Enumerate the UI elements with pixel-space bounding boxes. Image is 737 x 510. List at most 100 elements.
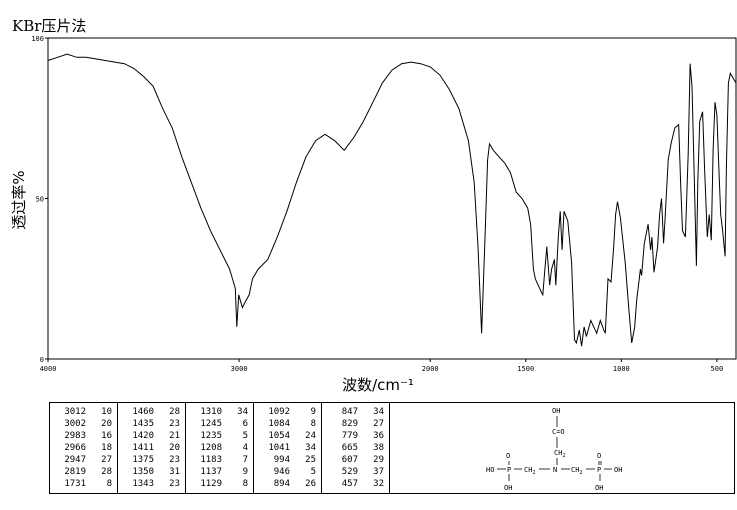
peak-wavenumber: 1235: [200, 431, 222, 441]
struct-o-left: O: [506, 452, 510, 460]
peak-wavenumber: 894: [273, 479, 290, 489]
peak-transmittance: 9: [310, 407, 316, 417]
struct-carbonyl: C=O: [552, 428, 565, 436]
peak-transmittance: 24: [305, 431, 316, 441]
y-tick-label: 100: [31, 35, 44, 43]
peak-transmittance: 6: [242, 419, 248, 429]
peak-transmittance: 31: [169, 467, 180, 477]
series-line: [47, 53, 737, 347]
struct-oh-right-bottom: OH: [595, 484, 603, 492]
peak-wavenumber: 1092: [268, 407, 290, 417]
peak-wavenumber: 607: [341, 455, 358, 465]
struct-o-right: O: [597, 452, 601, 460]
peak-transmittance: 9: [242, 467, 248, 477]
x-axis-ticks: 4000 3000 2000 1500 1000 500: [40, 359, 724, 373]
struct-ch2-right: CH2: [571, 466, 582, 476]
struct-ho-left: HO: [486, 466, 494, 474]
peak-transmittance: 21: [169, 431, 180, 441]
peak-table-column: 1310 34 1245 6 1235 5 1208 4 1183 7 1137 9 1129 8: [186, 403, 254, 493]
peak-transmittance: 34: [237, 407, 248, 417]
peak-transmittance: 5: [242, 431, 248, 441]
peak-transmittance: 16: [101, 431, 112, 441]
struct-oh-left-bottom: OH: [504, 484, 512, 492]
structure-svg: OH C=O CH2 N HO P O OH CH2 CH2: [486, 407, 622, 492]
plot-frame: [47, 37, 737, 360]
peak-table-column: 3012 10 3002 20 2983 16 2966 18 2947 27 2819 28 1731…: [50, 403, 118, 493]
struct-ch2-left: CH2: [524, 466, 535, 476]
x-tick-label: 500: [711, 365, 724, 373]
peak-transmittance: 34: [305, 443, 316, 453]
peak-wavenumber: 1435: [132, 419, 154, 429]
peak-transmittance: 27: [101, 455, 112, 465]
peak-wavenumber: 779: [341, 431, 358, 441]
y-tick-label: 0: [40, 356, 44, 364]
struct-oh-right: OH: [614, 466, 622, 474]
ir-spectrum-chart: KBr压片法 0 50 100 4000 3000 2000 1500 1000 500 透过…: [10, 17, 737, 394]
peak-wavenumber: 1375: [132, 455, 154, 465]
peak-wavenumber: 2819: [64, 467, 86, 477]
peak-wavenumber: 1245: [200, 419, 222, 429]
peak-table: 3012 10 3002 20 2983 16 2966 18 2947 27 2819 28 1731…: [49, 402, 735, 494]
peak-table-column: 1092 9 1084 8 1054 24 1041 34 994 25 946 5 894 26: [254, 403, 322, 493]
x-tick-label: 1000: [613, 365, 630, 373]
peak-wavenumber: 665: [341, 443, 358, 453]
peak-transmittance: 8: [242, 479, 248, 489]
peak-transmittance: 23: [169, 419, 180, 429]
peak-wavenumber: 1054: [268, 431, 290, 441]
peak-wavenumber: 2947: [64, 455, 86, 465]
x-tick-label: 1500: [517, 365, 534, 373]
peak-wavenumber: 847: [341, 407, 358, 417]
peak-wavenumber: 1731: [64, 479, 86, 489]
peak-transmittance: 8: [310, 419, 316, 429]
peak-wavenumber: 1460: [132, 407, 154, 417]
peak-wavenumber: 1084: [268, 419, 290, 429]
peak-wavenumber: 529: [341, 467, 358, 477]
peak-wavenumber: 829: [341, 419, 358, 429]
peak-transmittance: 28: [101, 467, 112, 477]
peak-wavenumber: 2966: [64, 443, 86, 453]
peak-wavenumber: 2983: [64, 431, 86, 441]
peak-transmittance: 34: [373, 407, 384, 417]
peak-table-column: 1460 28 1435 23 1420 21 1411 20 1375 23 1350 31 1343…: [118, 403, 186, 493]
struct-p-left: P: [507, 466, 511, 474]
x-tick-label: 4000: [40, 365, 57, 373]
peak-wavenumber: 1420: [132, 431, 154, 441]
x-tick-label: 2000: [422, 365, 439, 373]
struct-ch2-top: CH2: [554, 449, 565, 459]
peak-transmittance: 10: [101, 407, 112, 417]
y-tick-label: 50: [36, 196, 44, 204]
peak-wavenumber: 1350: [132, 467, 154, 477]
peak-transmittance: 36: [373, 431, 384, 441]
peak-wavenumber: 3012: [64, 407, 86, 417]
x-tick-label: 3000: [231, 365, 248, 373]
peak-transmittance: 37: [373, 467, 384, 477]
peak-transmittance: 26: [305, 479, 316, 489]
peak-transmittance: 32: [373, 479, 384, 489]
peak-transmittance: 20: [169, 443, 180, 453]
peak-table-column: 847 34 829 27 779 36 665 38 607 29 529 37 457 32: [322, 403, 390, 493]
structure-formula: OH C=O CH2 N HO P O OH CH2 CH2: [394, 403, 734, 493]
peak-transmittance: 20: [101, 419, 112, 429]
peak-transmittance: 5: [310, 467, 316, 477]
peak-wavenumber: 1343: [132, 479, 154, 489]
peak-wavenumber: 1183: [200, 455, 222, 465]
peak-wavenumber: 3002: [64, 419, 86, 429]
y-axis-label: 透过率%: [10, 170, 28, 229]
peak-transmittance: 4: [242, 443, 248, 453]
peak-wavenumber: 1129: [200, 479, 222, 489]
peak-transmittance: 23: [169, 455, 180, 465]
peak-wavenumber: 946: [273, 467, 290, 477]
peak-transmittance: 23: [169, 479, 180, 489]
struct-nitrogen: N: [553, 466, 557, 474]
peak-wavenumber: 457: [341, 479, 358, 489]
peak-transmittance: 8: [106, 479, 112, 489]
peak-transmittance: 38: [373, 443, 384, 453]
peak-wavenumber: 1310: [200, 407, 222, 417]
peak-wavenumber: 1041: [268, 443, 290, 453]
peak-transmittance: 29: [373, 455, 384, 465]
struct-p-right: P: [597, 466, 601, 474]
peak-wavenumber: 1411: [132, 443, 154, 453]
y-axis-ticks: 0 50 100: [31, 35, 48, 364]
peak-transmittance: 7: [242, 455, 248, 465]
peak-wavenumber: 1137: [200, 467, 222, 477]
